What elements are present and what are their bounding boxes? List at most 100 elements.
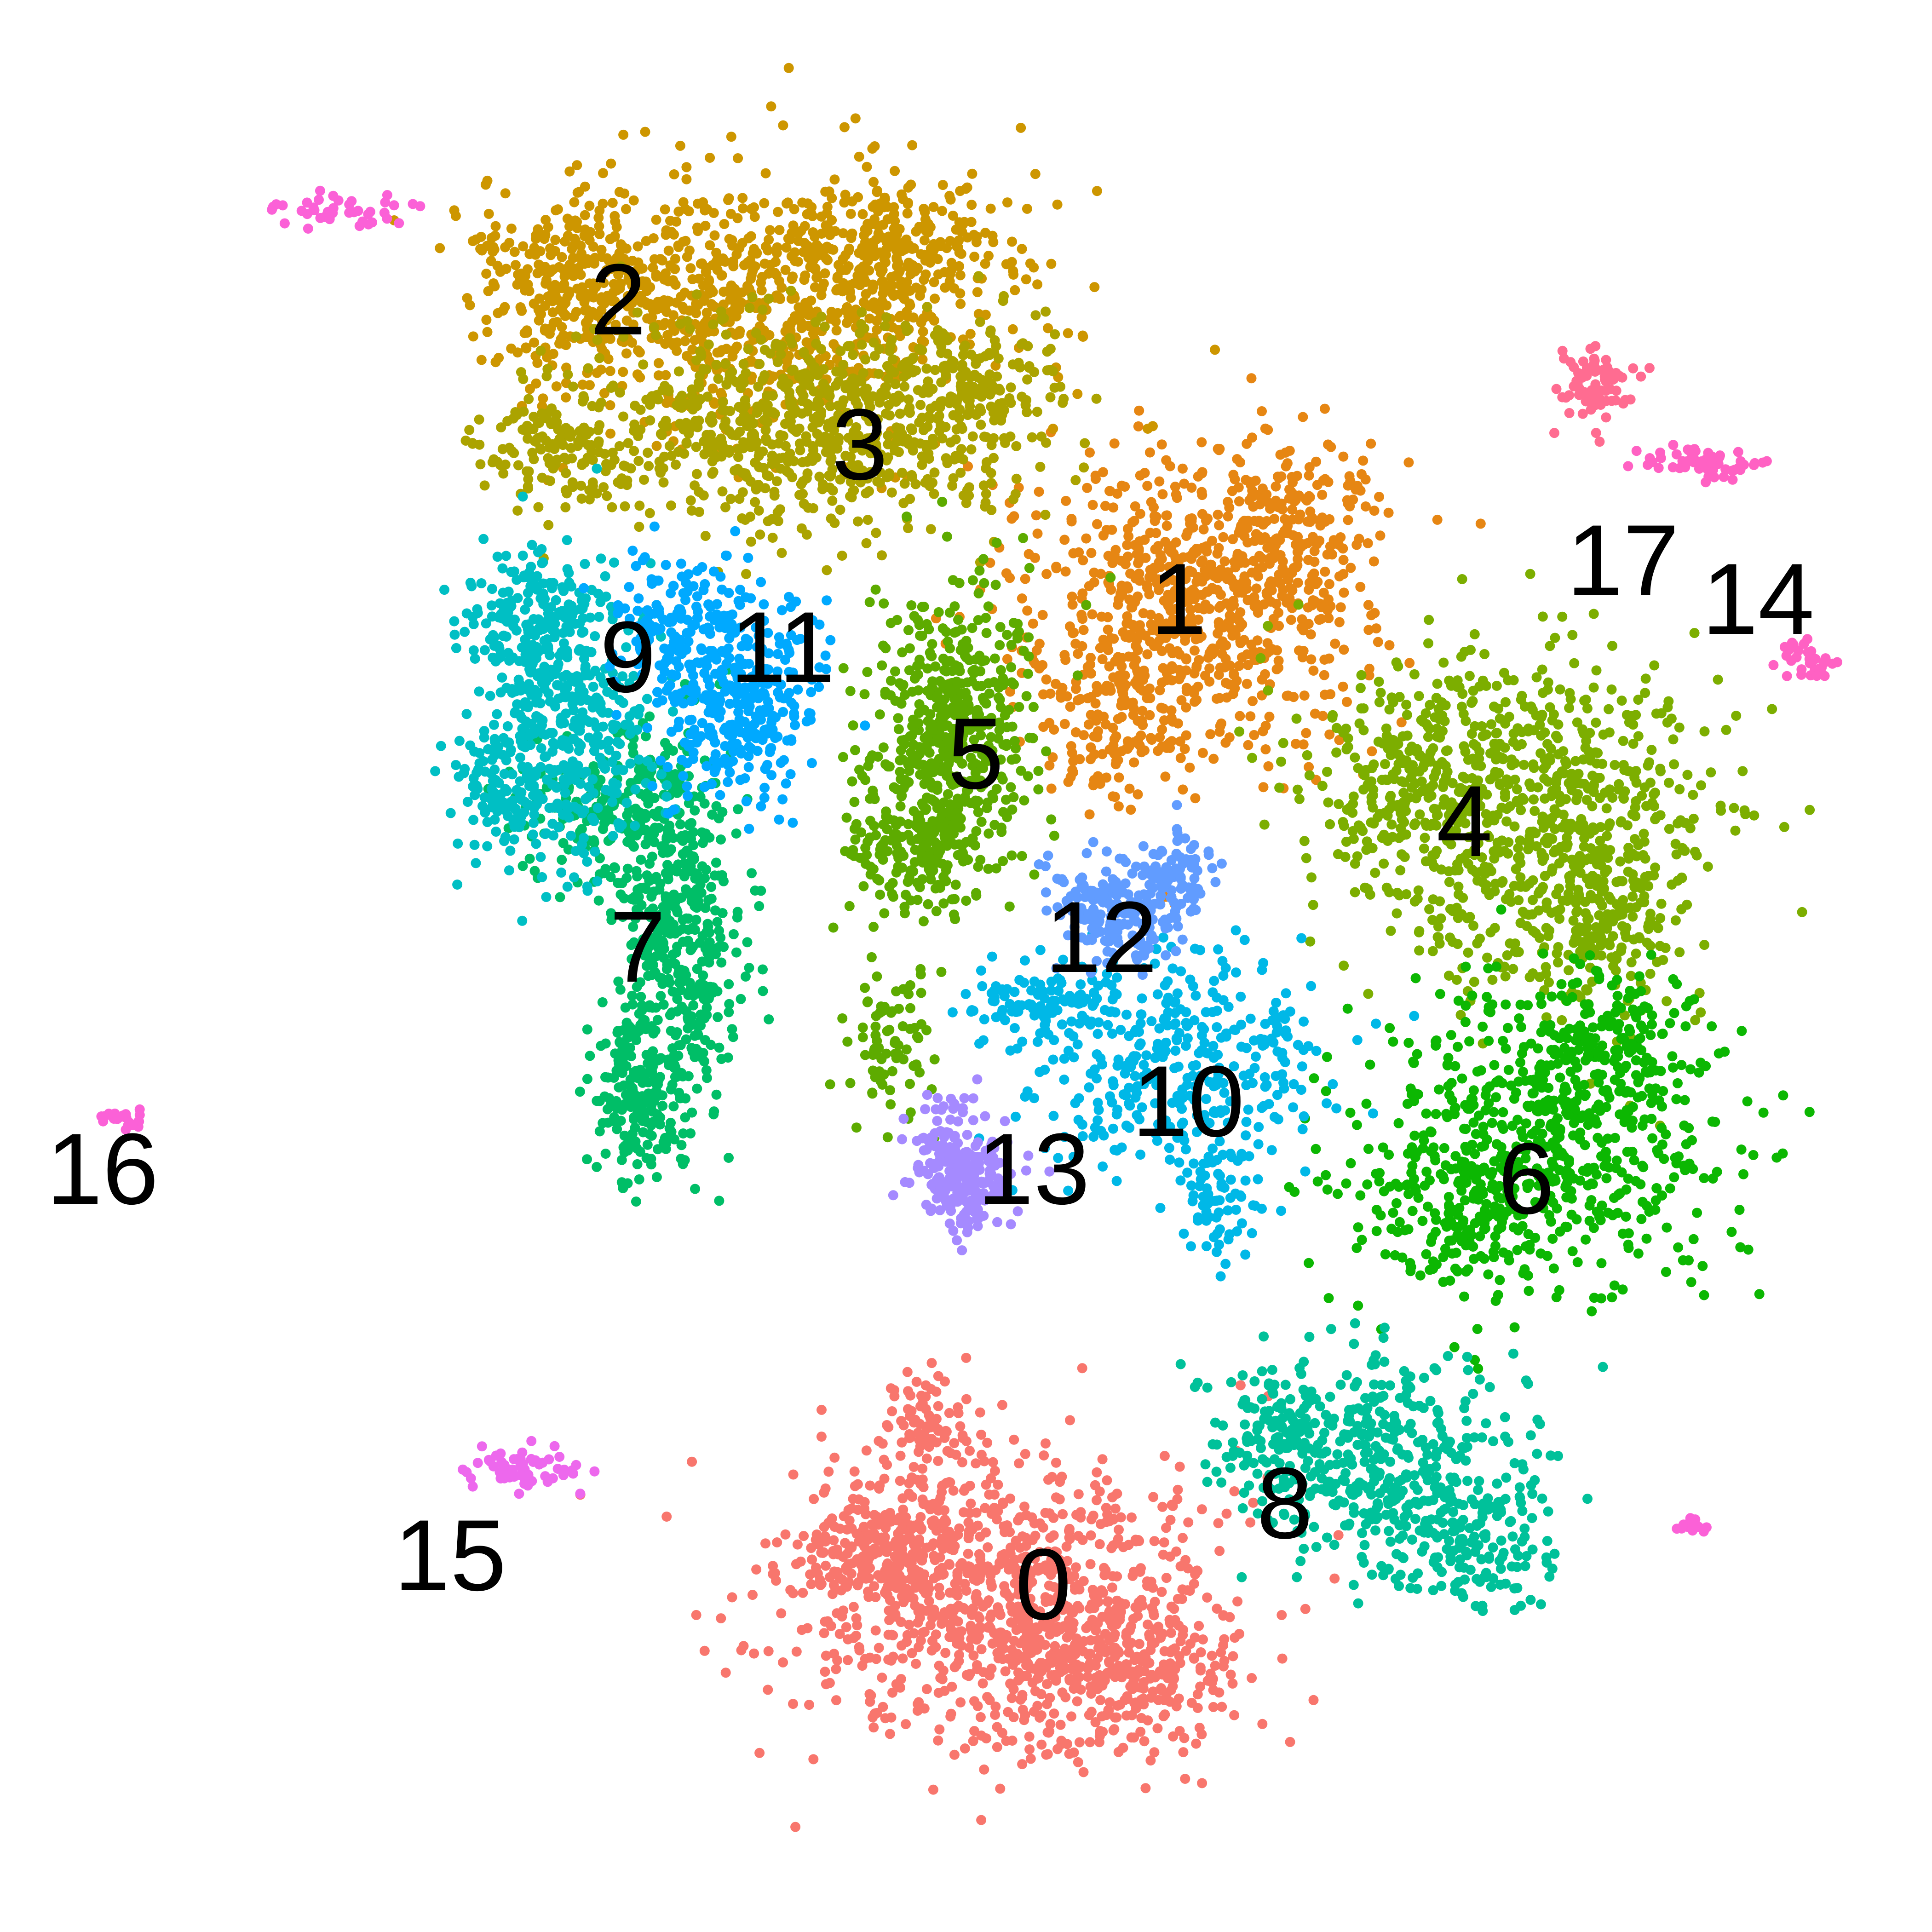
- cell-point-cluster-1: [1092, 681, 1102, 691]
- cell-point-cluster-2: [954, 235, 964, 246]
- cell-point-cluster-0: [1077, 1363, 1087, 1374]
- cell-point-cluster-1: [1283, 528, 1294, 539]
- cell-point-cluster-1: [1079, 730, 1089, 741]
- cell-point-cluster-0: [941, 1426, 951, 1436]
- cell-point-cluster-2: [1046, 259, 1057, 269]
- cell-point-cluster-3: [725, 494, 736, 504]
- cell-point-cluster-1: [1250, 475, 1261, 486]
- cell-point-cluster-0: [1228, 1651, 1238, 1662]
- cell-point-cluster-3: [743, 344, 753, 354]
- cell-point-cluster-0: [975, 1407, 985, 1418]
- cell-point-cluster-1: [1324, 579, 1334, 589]
- cell-point-cluster-1: [1137, 706, 1148, 716]
- cell-point-cluster-1: [1196, 437, 1207, 448]
- cell-point-cluster-3: [682, 399, 692, 409]
- cell-point-cluster-0: [1083, 1663, 1093, 1674]
- cell-point-cluster-2: [548, 349, 558, 359]
- cell-point-cluster-0: [952, 1575, 963, 1586]
- cell-point-cluster-1: [1060, 655, 1071, 665]
- cell-point-cluster-0: [1085, 1737, 1095, 1748]
- cell-point-cluster-0: [1036, 1739, 1047, 1750]
- cell-point-cluster-2: [888, 291, 899, 301]
- cell-point-cluster-1: [1132, 680, 1142, 690]
- cell-point-cluster-2: [551, 205, 561, 216]
- cell-point-cluster-1: [1363, 600, 1374, 610]
- cell-point-cluster-3: [754, 359, 765, 369]
- cell-point-cluster-3: [760, 483, 770, 494]
- cell-point-cluster-0: [959, 1485, 969, 1496]
- cell-point-cluster-0: [870, 1625, 881, 1636]
- cell-point-cluster-0: [895, 1476, 905, 1486]
- cell-point-cluster-0: [849, 1466, 860, 1477]
- cell-point-cluster-4: [1293, 599, 1304, 610]
- cell-point-cluster-1: [1110, 792, 1120, 802]
- cell-point-cluster-0: [1058, 1649, 1069, 1659]
- cell-point-cluster-2: [690, 335, 700, 345]
- cell-point-cluster-3: [814, 398, 825, 408]
- cell-point-cluster-3: [694, 415, 704, 426]
- cell-point-cluster-0: [902, 1637, 912, 1647]
- cell-point-cluster-3: [776, 349, 786, 360]
- cell-point-cluster-3: [993, 353, 1004, 364]
- cell-point-cluster-0: [861, 1573, 871, 1584]
- cell-point-cluster-1: [1153, 541, 1163, 551]
- cell-point-cluster-3: [701, 364, 712, 374]
- cell-point-cluster-2: [518, 278, 529, 288]
- cell-point-cluster-1: [1243, 516, 1254, 526]
- cell-point-cluster-2: [929, 277, 939, 288]
- cell-point-cluster-0: [957, 1457, 967, 1467]
- cell-point-cluster-0: [1044, 1580, 1054, 1591]
- cell-point-cluster-1: [1308, 665, 1319, 676]
- cell-point-cluster-1: [1257, 495, 1267, 506]
- cell-point-cluster-3: [794, 423, 805, 434]
- cell-point-cluster-1: [1065, 702, 1075, 712]
- cell-point-cluster-0: [881, 1560, 892, 1570]
- cell-point-cluster-3: [890, 379, 901, 389]
- cell-point-cluster-0: [917, 1463, 928, 1474]
- cell-point-cluster-3: [819, 322, 830, 332]
- cell-point-cluster-1: [1165, 461, 1175, 472]
- cell-point-cluster-0: [949, 1749, 960, 1760]
- cell-point-cluster-3: [924, 411, 934, 421]
- cell-point-cluster-3: [751, 328, 761, 339]
- cell-point-cluster-1: [1190, 793, 1201, 804]
- cell-point-cluster-2: [861, 289, 871, 299]
- cell-point-cluster-0: [791, 1559, 801, 1570]
- cell-point-cluster-2: [840, 305, 851, 316]
- cell-point-cluster-2: [955, 270, 966, 281]
- cell-point-cluster-1: [1234, 661, 1244, 671]
- cell-point-cluster-0: [1202, 1592, 1213, 1603]
- cell-point-cluster-3: [861, 538, 872, 548]
- cell-point-cluster-4: [1674, 784, 1685, 794]
- cell-point-cluster-4: [1552, 733, 1563, 743]
- cell-point-cluster-3: [663, 384, 673, 395]
- cell-point-cluster-1: [1122, 523, 1133, 534]
- cell-point-cluster-0: [1329, 1573, 1340, 1584]
- cell-point-cluster-1: [1184, 596, 1194, 606]
- cell-point-cluster-1: [1242, 678, 1252, 689]
- cell-point-cluster-0: [925, 1422, 936, 1432]
- cell-point-cluster-3: [807, 456, 817, 466]
- cell-point-cluster-0: [879, 1542, 889, 1552]
- cell-point-cluster-2: [522, 328, 532, 338]
- cell-point-cluster-2: [840, 190, 851, 200]
- cell-point-cluster-0: [738, 1641, 749, 1651]
- cell-point-cluster-2: [916, 249, 926, 259]
- cell-point-cluster-1: [1271, 664, 1282, 674]
- cell-point-cluster-3: [1040, 510, 1051, 520]
- cell-point-cluster-3: [903, 439, 914, 449]
- cell-point-cluster-0: [821, 1560, 831, 1571]
- cell-point-cluster-2: [809, 264, 820, 275]
- cell-point-cluster-0: [1019, 1585, 1029, 1595]
- cell-point-cluster-0: [929, 1573, 939, 1584]
- cell-point-cluster-0: [964, 1642, 975, 1653]
- cell-point-cluster-4: [1606, 684, 1617, 695]
- cell-point-cluster-3: [1017, 391, 1027, 402]
- cell-point-cluster-1: [1098, 530, 1109, 541]
- cell-point-cluster-1: [1144, 447, 1155, 458]
- cell-point-cluster-0: [1034, 1547, 1045, 1557]
- cell-point-cluster-0: [1015, 1512, 1025, 1523]
- cell-point-cluster-3: [675, 319, 685, 329]
- cell-point-cluster-0: [1333, 1530, 1344, 1541]
- cell-point-cluster-2: [771, 247, 782, 258]
